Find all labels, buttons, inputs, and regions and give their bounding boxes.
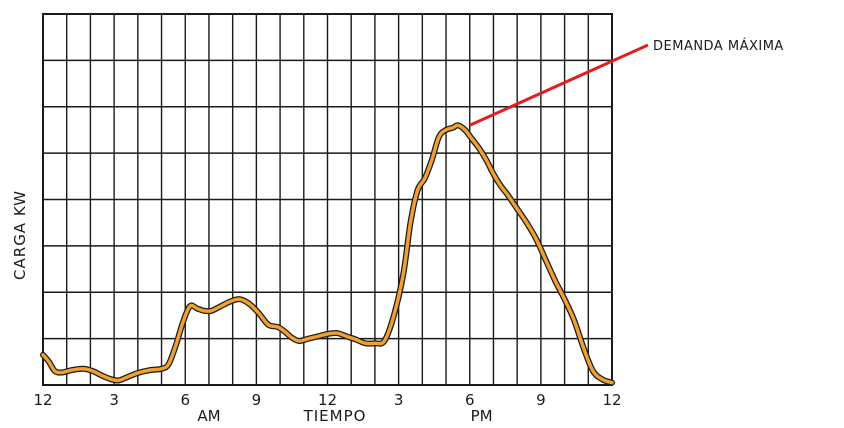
am-label: AM xyxy=(197,407,220,425)
peak-pointer-line xyxy=(469,43,649,127)
load-curve-series xyxy=(40,122,615,386)
x-tick-label: 9 xyxy=(252,391,262,409)
x-tick-label: 9 xyxy=(536,391,546,409)
peak-annotation-label: DEMANDA MÁXIMA xyxy=(653,38,784,54)
x-tick-label: 12 xyxy=(318,391,337,409)
x-axis-label: TIEMPO xyxy=(303,407,367,425)
x-tick-label: 12 xyxy=(602,391,621,409)
x-tick-label: 6 xyxy=(465,391,475,409)
x-tick-label: 12 xyxy=(33,391,52,409)
x-axis-ticks: 12 3 6 9 12 3 6 9 12 AM PM xyxy=(33,391,621,425)
pm-label: PM xyxy=(471,407,493,425)
chart-grid xyxy=(42,13,613,386)
x-tick-label: 3 xyxy=(394,391,404,409)
peak-annotation: DEMANDA MÁXIMA xyxy=(469,38,784,127)
x-tick-label: 3 xyxy=(109,391,119,409)
load-curve-line xyxy=(41,123,614,385)
x-tick-label: 6 xyxy=(180,391,190,409)
y-axis-label: CARGA KW xyxy=(11,190,29,280)
